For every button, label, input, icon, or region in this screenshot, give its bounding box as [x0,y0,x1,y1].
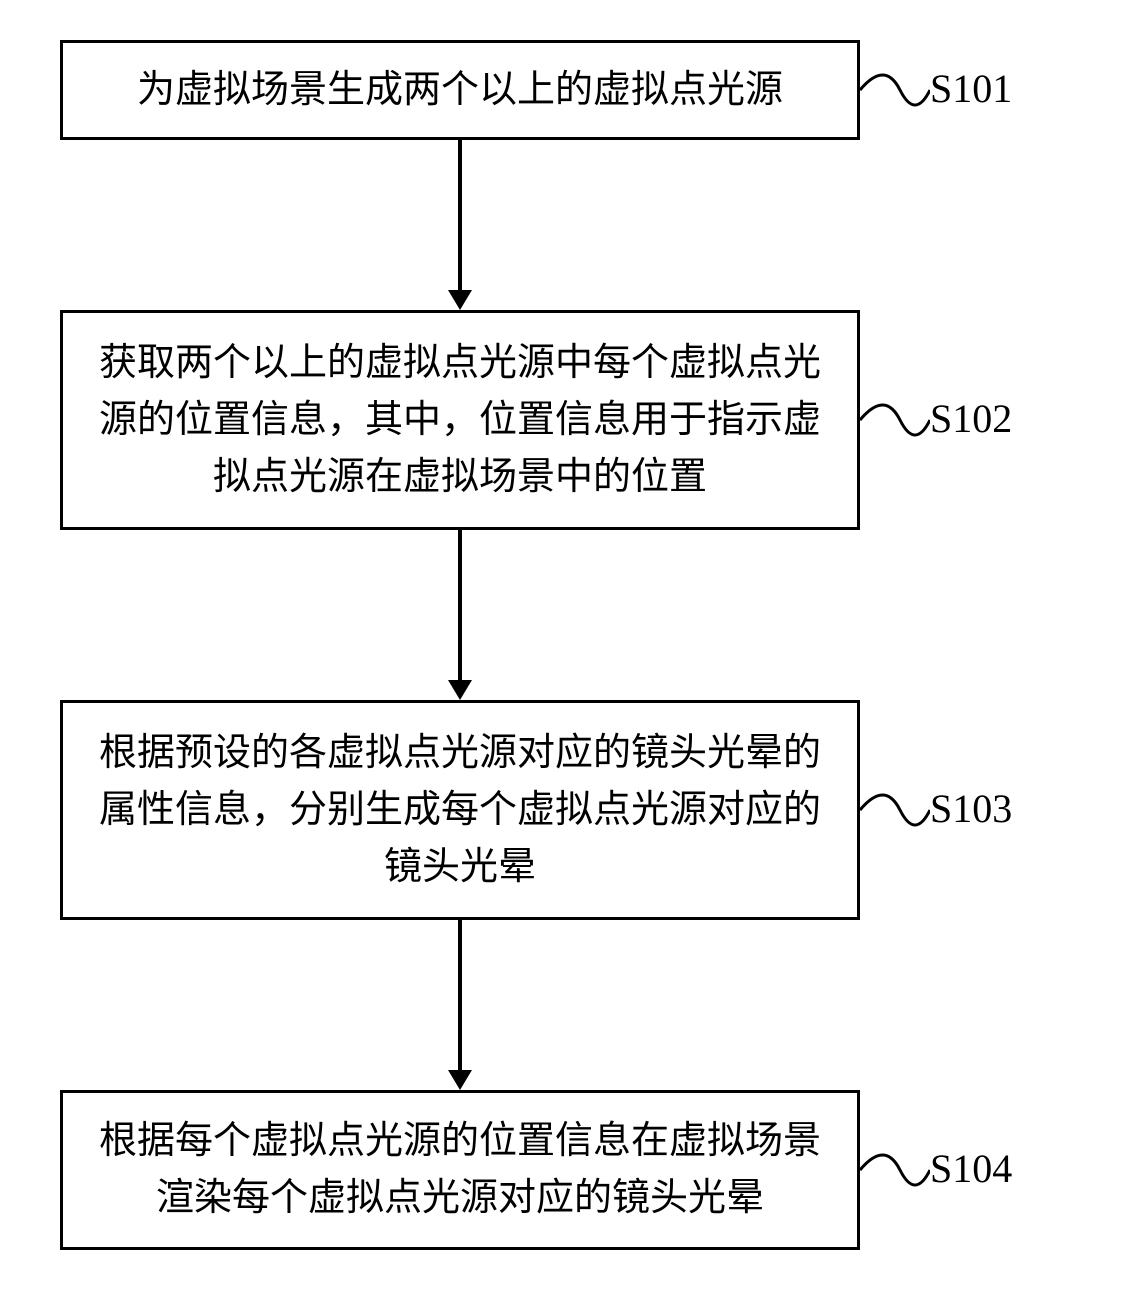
step-text: 根据每个虚拟点光源的位置信息在虚拟场景渲染每个虚拟点光源对应的镜头光晕 [93,1113,827,1227]
step-box-s103: 根据预设的各虚拟点光源对应的镜头光晕的属性信息，分别生成每个虚拟点光源对应的镜头… [60,700,860,920]
connector-curve-s104 [860,1135,930,1205]
step-label-s102: S102 [930,395,1012,442]
step-label-s104: S104 [930,1145,1012,1192]
step-text: 为虚拟场景生成两个以上的虚拟点光源 [137,62,783,119]
connector-curve-s101 [860,55,930,125]
step-label-s103: S103 [930,785,1012,832]
flowchart-container: 为虚拟场景生成两个以上的虚拟点光源 S101 获取两个以上的虚拟点光源中每个虚拟… [0,0,1127,1315]
arrow-head-2 [448,680,472,700]
arrow-head-1 [448,290,472,310]
connector-curve-s103 [860,775,930,845]
step-box-s101: 为虚拟场景生成两个以上的虚拟点光源 [60,40,860,140]
step-box-s102: 获取两个以上的虚拟点光源中每个虚拟点光源的位置信息，其中，位置信息用于指示虚拟点… [60,310,860,530]
arrow-line-1 [458,140,462,290]
step-box-s104: 根据每个虚拟点光源的位置信息在虚拟场景渲染每个虚拟点光源对应的镜头光晕 [60,1090,860,1250]
step-text: 获取两个以上的虚拟点光源中每个虚拟点光源的位置信息，其中，位置信息用于指示虚拟点… [93,335,827,506]
arrow-line-3 [458,920,462,1070]
connector-curve-s102 [860,385,930,455]
arrow-head-3 [448,1070,472,1090]
step-text: 根据预设的各虚拟点光源对应的镜头光晕的属性信息，分别生成每个虚拟点光源对应的镜头… [93,725,827,896]
step-label-s101: S101 [930,65,1012,112]
arrow-line-2 [458,530,462,680]
